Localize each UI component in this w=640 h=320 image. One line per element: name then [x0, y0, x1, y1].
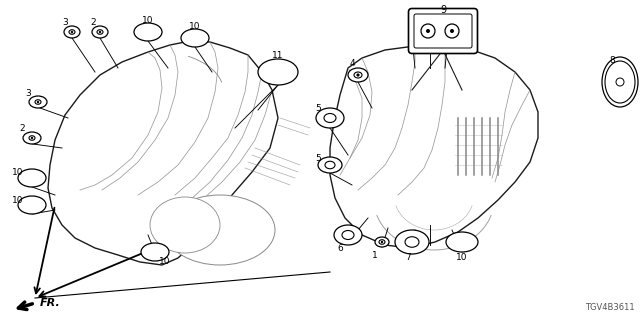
Text: 1: 1: [372, 251, 378, 260]
Text: 3: 3: [25, 89, 31, 98]
Text: 9: 9: [440, 5, 446, 15]
Text: 5: 5: [315, 154, 321, 163]
Ellipse shape: [379, 240, 385, 244]
Ellipse shape: [18, 169, 46, 187]
Ellipse shape: [141, 243, 169, 261]
FancyBboxPatch shape: [414, 14, 472, 48]
Circle shape: [71, 31, 73, 33]
Ellipse shape: [354, 72, 362, 78]
Polygon shape: [48, 42, 278, 265]
Text: 10: 10: [12, 196, 24, 204]
Text: 10: 10: [142, 15, 154, 25]
Text: 2: 2: [90, 18, 96, 27]
Ellipse shape: [18, 196, 46, 214]
Circle shape: [37, 101, 39, 103]
FancyBboxPatch shape: [408, 9, 477, 53]
Text: 10: 10: [159, 258, 171, 267]
Ellipse shape: [134, 23, 162, 41]
Circle shape: [421, 24, 435, 38]
Ellipse shape: [605, 61, 635, 103]
Ellipse shape: [375, 237, 389, 247]
Circle shape: [426, 29, 430, 33]
Text: 2: 2: [19, 124, 25, 132]
Ellipse shape: [35, 100, 41, 104]
Ellipse shape: [324, 114, 336, 123]
Text: 4: 4: [349, 59, 355, 68]
Ellipse shape: [395, 230, 429, 254]
Circle shape: [31, 137, 33, 139]
Circle shape: [356, 73, 360, 76]
Ellipse shape: [348, 68, 368, 82]
Text: 7: 7: [405, 253, 411, 262]
Circle shape: [99, 31, 101, 33]
Ellipse shape: [258, 59, 298, 85]
Ellipse shape: [334, 225, 362, 245]
Text: 10: 10: [12, 167, 24, 177]
Text: 6: 6: [337, 244, 343, 252]
Ellipse shape: [69, 30, 75, 34]
Circle shape: [381, 241, 383, 243]
Ellipse shape: [29, 96, 47, 108]
Text: TGV4B3611: TGV4B3611: [586, 303, 635, 312]
Polygon shape: [330, 46, 538, 248]
Ellipse shape: [405, 237, 419, 247]
Ellipse shape: [64, 26, 80, 38]
Ellipse shape: [92, 26, 108, 38]
Circle shape: [450, 29, 454, 33]
Ellipse shape: [23, 132, 41, 144]
Ellipse shape: [316, 108, 344, 128]
Ellipse shape: [446, 232, 478, 252]
Ellipse shape: [318, 157, 342, 173]
Text: 10: 10: [456, 253, 468, 262]
Text: 5: 5: [315, 103, 321, 113]
Ellipse shape: [602, 57, 638, 107]
Text: 10: 10: [189, 21, 201, 30]
Circle shape: [616, 78, 624, 86]
Ellipse shape: [150, 197, 220, 253]
Ellipse shape: [97, 30, 103, 34]
Ellipse shape: [325, 161, 335, 169]
Ellipse shape: [29, 136, 35, 140]
Text: 3: 3: [62, 18, 68, 27]
Circle shape: [445, 24, 459, 38]
Text: 11: 11: [272, 51, 284, 60]
Ellipse shape: [165, 195, 275, 265]
Text: 8: 8: [609, 55, 615, 65]
Ellipse shape: [181, 29, 209, 47]
Ellipse shape: [342, 230, 354, 239]
Text: FR.: FR.: [40, 298, 61, 308]
